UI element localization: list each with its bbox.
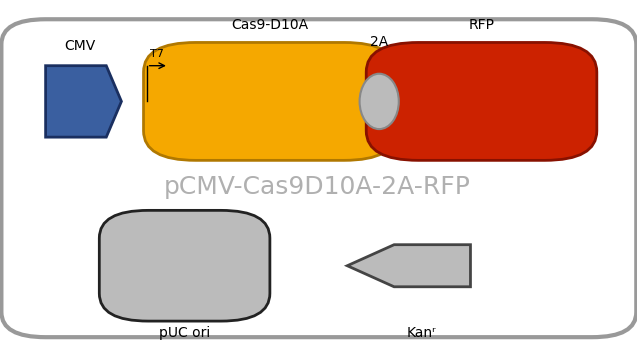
Polygon shape (347, 245, 471, 287)
Text: RFP: RFP (469, 18, 494, 32)
Text: CMV: CMV (64, 39, 96, 53)
Text: pCMV-Cas9D10A-2A-RFP: pCMV-Cas9D10A-2A-RFP (164, 175, 471, 199)
Text: Cas9-D10A: Cas9-D10A (231, 18, 308, 32)
Text: T7: T7 (150, 49, 164, 59)
Polygon shape (46, 66, 122, 137)
FancyBboxPatch shape (99, 210, 270, 321)
Text: pUC ori: pUC ori (159, 327, 210, 341)
Ellipse shape (360, 74, 399, 129)
FancyBboxPatch shape (143, 42, 396, 160)
FancyBboxPatch shape (366, 42, 597, 160)
Text: Kanʳ: Kanʳ (406, 327, 436, 341)
Text: 2A: 2A (370, 35, 389, 49)
